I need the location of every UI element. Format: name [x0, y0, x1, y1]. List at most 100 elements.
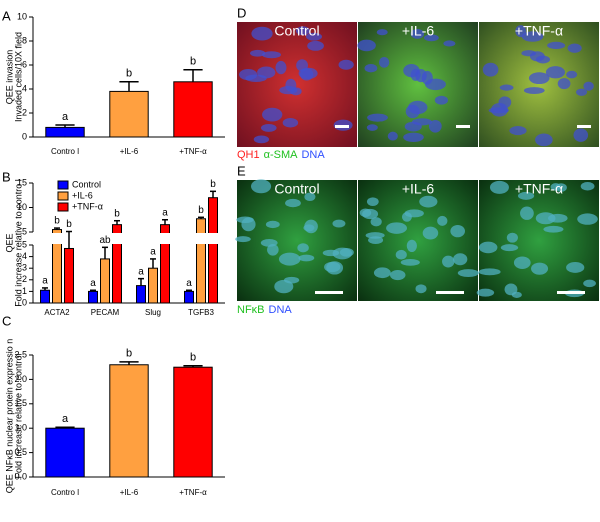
stain-legend: NFκB DNA — [237, 304, 292, 316]
legend-label: Control — [72, 179, 101, 189]
nucleus — [253, 135, 270, 144]
micrograph — [479, 22, 599, 147]
nucleus — [267, 243, 279, 256]
bar — [184, 290, 194, 304]
x-tick-label: Slug — [145, 308, 161, 317]
stain-label: NFκB — [237, 304, 265, 316]
nucleus — [580, 181, 595, 191]
stain-label: DNA — [301, 149, 325, 161]
significance-letter: b — [54, 216, 60, 227]
panel-label: A — [2, 8, 11, 23]
legend-label: +TNF-α — [72, 201, 103, 211]
nucleus — [326, 261, 344, 275]
nucleus — [531, 262, 549, 275]
scale-bar — [577, 125, 591, 128]
bar — [100, 258, 110, 304]
panel-label: D — [237, 5, 246, 20]
y-tick-label: 4 — [22, 251, 27, 261]
nucleus — [521, 31, 544, 42]
nucleus — [367, 113, 388, 122]
nucleus — [411, 118, 433, 126]
nucleus — [490, 102, 509, 117]
nucleus — [450, 224, 465, 238]
micrograph-label: +IL-6 — [402, 181, 435, 197]
x-tick-label: +TNF-α — [179, 147, 207, 156]
micrograph-label: Control — [274, 181, 319, 197]
nucleus — [506, 232, 518, 243]
nucleus — [557, 78, 571, 90]
significance-letter: b — [126, 68, 132, 80]
nucleus — [528, 72, 550, 85]
bar — [173, 366, 213, 478]
stain-label: α-SMA — [264, 149, 299, 161]
nucleus — [298, 254, 315, 262]
nucleus — [403, 132, 424, 142]
significance-letter: a — [62, 111, 69, 123]
nucleus — [366, 197, 379, 206]
nucleus — [236, 216, 254, 224]
nucleus — [386, 222, 407, 234]
nucleus — [423, 34, 439, 42]
nucleus — [489, 180, 509, 194]
nucleus — [304, 192, 316, 202]
legend-swatch — [57, 202, 69, 212]
y-axis-label: Fold increase relative to contro l — [13, 179, 23, 307]
nucleus — [307, 40, 324, 51]
nucleus — [251, 179, 272, 194]
nucleus — [500, 244, 519, 252]
nucleus — [304, 219, 318, 234]
nucleus — [395, 249, 407, 260]
nucleus — [425, 78, 446, 91]
nucleus — [357, 39, 376, 52]
y-tick-label: 6 — [22, 59, 27, 69]
x-tick-label: +TNF-α — [179, 488, 207, 497]
scale-bar — [456, 125, 470, 128]
significance-letter: a — [150, 247, 156, 258]
nucleus — [415, 69, 427, 83]
nucleus — [577, 213, 598, 225]
y-tick-label: 0.0 — [14, 471, 27, 481]
nucleus — [364, 64, 378, 73]
nucleus — [515, 25, 527, 38]
nucleus — [251, 26, 273, 41]
y-tick-label: 3 — [22, 263, 27, 273]
significance-letter: b — [210, 179, 216, 190]
nucleus — [366, 124, 378, 131]
x-tick-label: TGFB3 — [188, 308, 214, 317]
scale-bar — [557, 291, 585, 294]
y-tick-label: 0 — [22, 297, 27, 307]
significance-letter: a — [42, 276, 48, 287]
nucleus — [443, 40, 456, 47]
x-tick-label: Contro l — [51, 488, 79, 497]
nucleus — [410, 28, 425, 39]
nucleus — [387, 131, 398, 141]
x-tick-label: ACTA2 — [44, 308, 70, 317]
nucleus — [499, 84, 514, 91]
significance-letter: a — [90, 278, 96, 289]
y-tick-label: 8 — [22, 35, 27, 45]
nucleus — [535, 212, 556, 225]
y-tick-label: 5 — [22, 226, 27, 236]
stain-legend: QH1 α-SMA DNA — [237, 149, 325, 161]
micrograph-label: Control — [274, 23, 319, 39]
significance-letter: b — [126, 348, 132, 360]
significance-letter: b — [114, 208, 120, 219]
y-tick-label: 2 — [22, 107, 27, 117]
nucleus — [239, 68, 258, 81]
bar — [136, 285, 146, 304]
bar — [64, 247, 74, 304]
nucleus — [513, 256, 531, 269]
micrograph-label: +TNF-α — [515, 23, 563, 39]
nucleus — [235, 236, 251, 243]
nucleus — [478, 268, 501, 276]
y-tick-label: 15 — [17, 177, 27, 187]
nucleus — [422, 226, 439, 240]
significance-letter: a — [162, 207, 168, 218]
y-tick-label: 2 — [22, 274, 27, 284]
y-tick-label: 0.5 — [14, 447, 27, 457]
nucleus — [260, 239, 278, 247]
panel-label: B — [2, 169, 11, 184]
nucleus — [520, 206, 534, 220]
x-tick-label: +IL-6 — [120, 147, 139, 156]
